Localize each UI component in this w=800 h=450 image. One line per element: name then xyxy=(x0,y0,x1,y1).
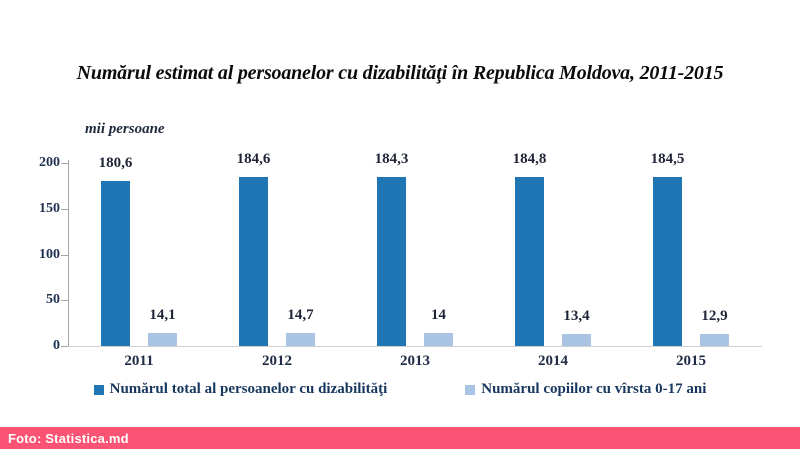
y-axis-tick-label: 50 xyxy=(46,292,60,308)
bar-children xyxy=(562,334,591,346)
source-footer-label: Foto: Statistica.md xyxy=(8,430,129,446)
value-label-children: 14,7 xyxy=(287,307,314,323)
value-label-children: 12,9 xyxy=(701,308,728,324)
y-axis-tick-label: 200 xyxy=(39,155,60,170)
legend-item: Numărul total al persoanelor cu dizabili… xyxy=(93,381,388,398)
bar-total xyxy=(101,181,130,346)
y-axis-tick xyxy=(61,346,68,347)
legend-swatch-icon xyxy=(465,384,476,395)
value-label-children: 14 xyxy=(431,307,446,323)
bar-total xyxy=(239,177,268,346)
value-label-children: 13,4 xyxy=(563,308,590,324)
y-axis-tick xyxy=(61,208,68,210)
bar-total xyxy=(653,177,682,346)
value-label-total: 184,8 xyxy=(512,151,547,167)
bar-children xyxy=(700,334,729,346)
value-label-total: 184,3 xyxy=(374,151,409,167)
x-axis-category-label: 2012 xyxy=(262,353,292,369)
legend-label: Numărul total al persoanelor cu dizabili… xyxy=(109,381,388,397)
bar-children xyxy=(424,333,453,346)
bar-total xyxy=(515,177,544,346)
y-axis-tick-label: 0 xyxy=(53,338,60,353)
y-axis-line xyxy=(68,160,69,347)
value-label-children: 14,1 xyxy=(149,307,176,323)
y-axis-unit-label: mii persoane xyxy=(85,121,165,137)
bar-total xyxy=(377,177,406,346)
x-axis-category-label: 2011 xyxy=(124,353,154,369)
y-axis-tick xyxy=(61,300,68,302)
y-axis-tick xyxy=(61,163,68,164)
legend-item: Numărul copiilor cu vîrsta 0-17 ani xyxy=(465,381,706,398)
y-axis-tick-label: 150 xyxy=(39,200,60,216)
bar-children xyxy=(286,333,315,346)
legend-swatch-icon xyxy=(93,384,104,395)
value-label-total: 184,5 xyxy=(650,151,685,167)
x-axis-line xyxy=(68,346,762,347)
y-axis-tick xyxy=(61,254,68,256)
chart-legend: Numărul total al persoanelor cu dizabili… xyxy=(0,381,800,398)
value-label-total: 180,6 xyxy=(98,155,133,171)
source-footer-bar: Foto: Statistica.md xyxy=(0,427,800,449)
x-axis-category-label: 2014 xyxy=(538,353,568,369)
x-axis-category-label: 2015 xyxy=(676,353,706,369)
chart-title: Numărul estimat al persoanelor cu dizabi… xyxy=(76,62,724,84)
value-label-total: 184,6 xyxy=(236,151,271,167)
x-axis-category-label: 2013 xyxy=(400,353,430,369)
bar-children xyxy=(148,333,177,346)
y-axis-tick-label: 100 xyxy=(39,246,60,262)
legend-label: Numărul copiilor cu vîrsta 0-17 ani xyxy=(481,381,707,397)
